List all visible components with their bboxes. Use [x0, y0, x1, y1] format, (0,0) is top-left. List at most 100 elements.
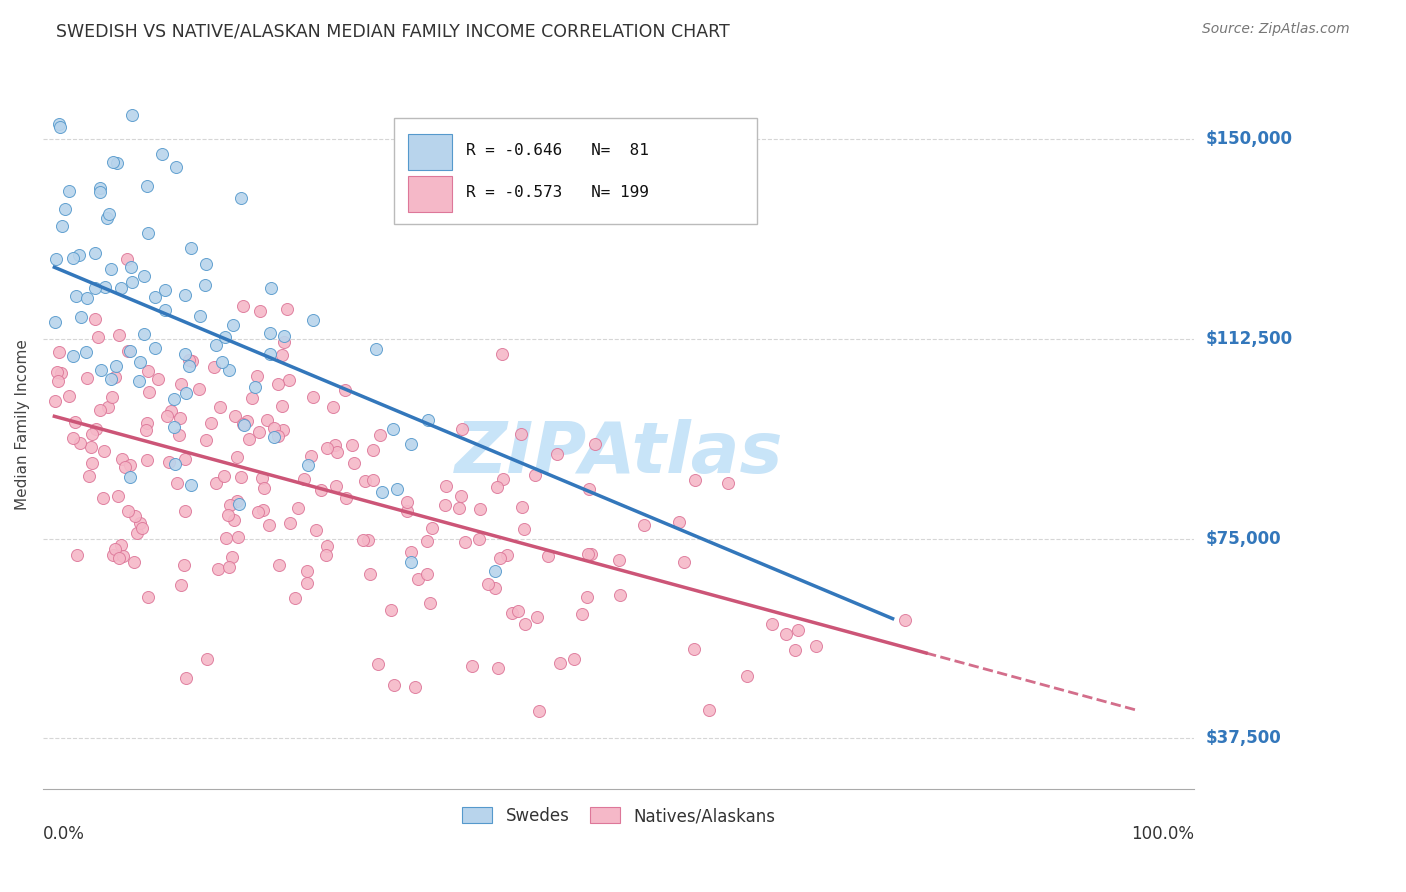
Point: [224, 513, 246, 527]
Point: [174, 347, 197, 361]
Point: [450, 489, 472, 503]
Point: [366, 343, 388, 357]
Point: [416, 533, 439, 548]
Point: [129, 355, 152, 369]
Legend: Swedes, Natives/Alaskans: Swedes, Natives/Alaskans: [456, 800, 782, 831]
Point: [249, 303, 271, 318]
Point: [143, 290, 166, 304]
Point: [212, 469, 235, 483]
Point: [179, 353, 201, 368]
Point: [188, 382, 211, 396]
Point: [121, 276, 143, 290]
Point: [87, 330, 110, 344]
Point: [297, 458, 319, 473]
Point: [89, 402, 111, 417]
Point: [162, 420, 184, 434]
Point: [461, 659, 484, 673]
Point: [420, 521, 443, 535]
Point: [200, 416, 222, 430]
Point: [207, 562, 229, 576]
Point: [571, 607, 593, 622]
Point: [486, 661, 509, 675]
Point: [111, 451, 134, 466]
Point: [761, 616, 783, 631]
Point: [153, 283, 176, 297]
Point: [67, 247, 90, 261]
Point: [49, 366, 72, 380]
Point: [135, 452, 157, 467]
Point: [97, 206, 120, 220]
Point: [273, 329, 295, 343]
Text: R = -0.573   N= 199: R = -0.573 N= 199: [465, 186, 648, 200]
Point: [416, 413, 439, 427]
Point: [76, 291, 98, 305]
Point: [404, 680, 426, 694]
Point: [271, 348, 294, 362]
Point: [395, 495, 418, 509]
Point: [685, 474, 707, 488]
Point: [225, 493, 247, 508]
Point: [342, 438, 364, 452]
Point: [49, 120, 72, 134]
Point: [45, 252, 67, 267]
Point: [564, 652, 586, 666]
Point: [209, 400, 232, 414]
Point: [190, 309, 212, 323]
Point: [232, 299, 254, 313]
Point: [125, 526, 148, 541]
Point: [121, 108, 143, 122]
Point: [271, 423, 294, 437]
Point: [315, 442, 337, 456]
Point: [194, 257, 217, 271]
Point: [387, 482, 409, 496]
Point: [401, 555, 423, 569]
Point: [204, 476, 226, 491]
Point: [215, 531, 238, 545]
Point: [170, 578, 193, 592]
Point: [295, 575, 318, 590]
Point: [489, 550, 512, 565]
Point: [537, 549, 560, 564]
Point: [276, 302, 298, 317]
Point: [257, 518, 280, 533]
Point: [335, 491, 357, 505]
Point: [222, 318, 245, 333]
Point: [292, 472, 315, 486]
Point: [267, 376, 290, 391]
Point: [468, 501, 491, 516]
Point: [323, 438, 346, 452]
Point: [284, 591, 307, 605]
Point: [269, 558, 291, 572]
Point: [148, 372, 170, 386]
Point: [668, 515, 690, 529]
Point: [136, 416, 159, 430]
Point: [250, 471, 273, 485]
Text: $37,500: $37,500: [1205, 730, 1281, 747]
Point: [309, 483, 332, 497]
Point: [180, 241, 202, 255]
Point: [546, 447, 568, 461]
Point: [280, 516, 302, 531]
Point: [484, 565, 506, 579]
Point: [579, 547, 602, 561]
Point: [48, 117, 70, 131]
Point: [120, 343, 142, 358]
Point: [82, 456, 104, 470]
Point: [124, 555, 146, 569]
Point: [44, 393, 66, 408]
Point: [491, 347, 513, 361]
Point: [66, 548, 89, 562]
Point: [195, 434, 218, 448]
Point: [454, 534, 477, 549]
Point: [157, 455, 180, 469]
Point: [305, 523, 328, 537]
Point: [53, 202, 76, 217]
Point: [246, 505, 269, 519]
Text: $150,000: $150,000: [1205, 130, 1292, 148]
Point: [65, 289, 87, 303]
Point: [353, 474, 375, 488]
Point: [524, 468, 547, 483]
Point: [259, 347, 281, 361]
Point: [163, 392, 186, 406]
Point: [135, 423, 157, 437]
